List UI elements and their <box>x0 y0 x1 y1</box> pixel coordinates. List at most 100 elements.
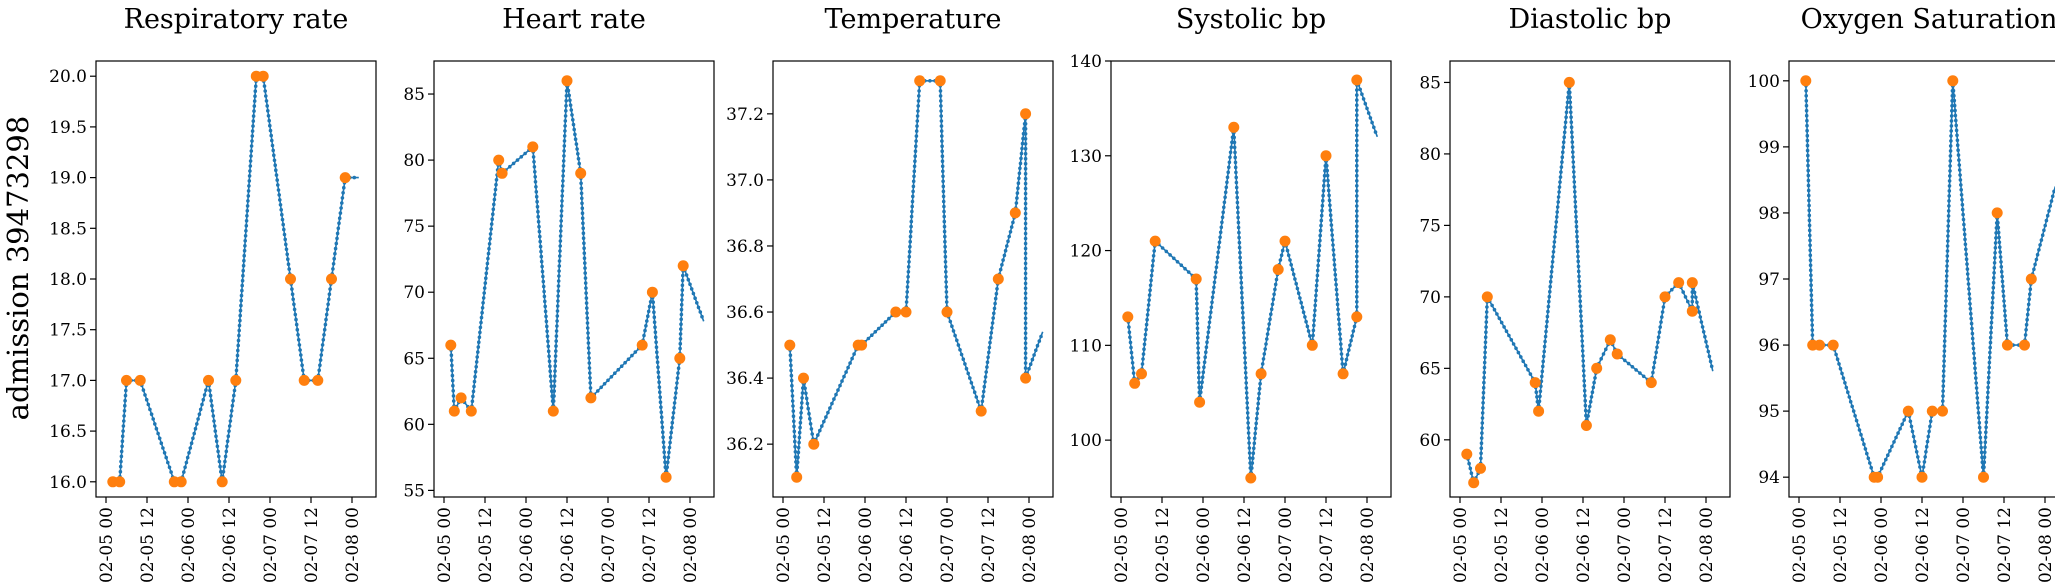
series-marker <box>1544 329 1548 334</box>
observation-point <box>257 70 269 82</box>
series-marker <box>1955 133 1959 138</box>
series-marker <box>939 114 943 118</box>
series-marker <box>1943 329 1947 333</box>
series-marker <box>950 324 954 329</box>
series-marker <box>582 246 586 250</box>
series-marker <box>208 393 213 398</box>
series-marker <box>678 341 683 346</box>
series-marker <box>300 363 304 368</box>
series-marker <box>1273 282 1278 287</box>
series-marker <box>1960 207 1965 212</box>
series-marker <box>1808 248 1812 253</box>
observation-point <box>784 339 796 351</box>
series-marker <box>803 386 807 391</box>
series-marker <box>943 239 947 244</box>
series-marker <box>2038 243 2042 247</box>
series-marker <box>940 159 945 163</box>
series-marker <box>1580 349 1585 353</box>
series-marker <box>1355 199 1359 203</box>
observation-point <box>900 306 912 318</box>
series-marker <box>1320 208 1324 213</box>
x-tick-label: 02-08 00 <box>343 507 363 582</box>
series-marker <box>555 314 560 318</box>
series-marker <box>1340 362 1345 366</box>
series-marker <box>1559 165 1564 169</box>
series-marker <box>943 260 948 264</box>
series-marker <box>235 363 239 368</box>
series-marker <box>1265 337 1269 341</box>
series-marker <box>1023 301 1028 306</box>
series-marker <box>1965 272 1970 276</box>
series-marker <box>657 385 662 390</box>
series-marker <box>1540 369 1545 374</box>
series-marker <box>226 434 231 439</box>
y-tick-label: 55 <box>403 481 425 501</box>
series-marker <box>1805 138 1810 143</box>
series-marker <box>1257 391 1261 396</box>
series-marker <box>1982 460 1987 465</box>
series-marker <box>1023 142 1028 146</box>
series-marker <box>320 343 325 347</box>
series-marker <box>942 229 947 234</box>
series-marker <box>1892 440 1896 444</box>
series-marker <box>1023 176 1028 181</box>
series-marker <box>2025 312 2030 317</box>
series-marker <box>1543 334 1548 339</box>
series-marker <box>668 440 672 445</box>
series-marker <box>656 375 661 380</box>
series-marker <box>1551 250 1556 254</box>
series-marker <box>1332 263 1337 267</box>
series-marker <box>572 127 576 132</box>
series-marker <box>123 403 127 408</box>
series-marker <box>793 450 798 454</box>
series-marker <box>790 389 794 393</box>
series-marker <box>1233 160 1238 165</box>
series-marker <box>1570 140 1575 144</box>
series-marker <box>243 234 248 238</box>
series-marker <box>1869 465 1873 470</box>
series-marker <box>281 222 286 227</box>
series-marker <box>1579 329 1584 333</box>
series-marker <box>1023 181 1028 186</box>
series-marker <box>909 224 913 229</box>
series-marker <box>1168 253 1172 257</box>
series-marker <box>223 459 227 464</box>
series-marker <box>1484 310 1489 314</box>
series-marker <box>1023 336 1028 341</box>
series-marker <box>1368 116 1373 120</box>
series-marker <box>1701 330 1706 334</box>
series-marker <box>1658 325 1662 329</box>
series-marker <box>1265 332 1270 336</box>
series-marker <box>1274 277 1279 282</box>
series-marker <box>249 149 254 153</box>
series-marker <box>652 320 657 325</box>
y-tick-label: 100 <box>1748 72 1780 92</box>
series-marker <box>667 450 671 455</box>
series-marker <box>577 161 581 166</box>
series-marker <box>1859 432 1863 437</box>
series-marker <box>1272 292 1276 297</box>
series-marker <box>267 118 272 123</box>
series-marker <box>229 409 234 413</box>
series-marker <box>1834 352 1838 357</box>
series-marker <box>1989 330 1993 335</box>
series-marker <box>239 303 243 308</box>
series-marker <box>1214 265 1219 270</box>
series-marker <box>1604 347 1608 352</box>
series-marker <box>1865 451 1869 456</box>
series-marker <box>1807 218 1812 223</box>
series-marker <box>1355 294 1359 299</box>
series-marker <box>1023 316 1028 321</box>
series-marker <box>484 271 489 276</box>
series-marker <box>679 302 684 307</box>
series-marker <box>1987 365 1991 370</box>
series-marker <box>1573 195 1577 199</box>
series-marker <box>2025 317 2029 322</box>
series-marker <box>588 386 593 390</box>
series-marker <box>1317 243 1322 248</box>
series-marker <box>793 439 797 444</box>
series-marker <box>662 450 666 455</box>
series-marker <box>476 345 481 349</box>
